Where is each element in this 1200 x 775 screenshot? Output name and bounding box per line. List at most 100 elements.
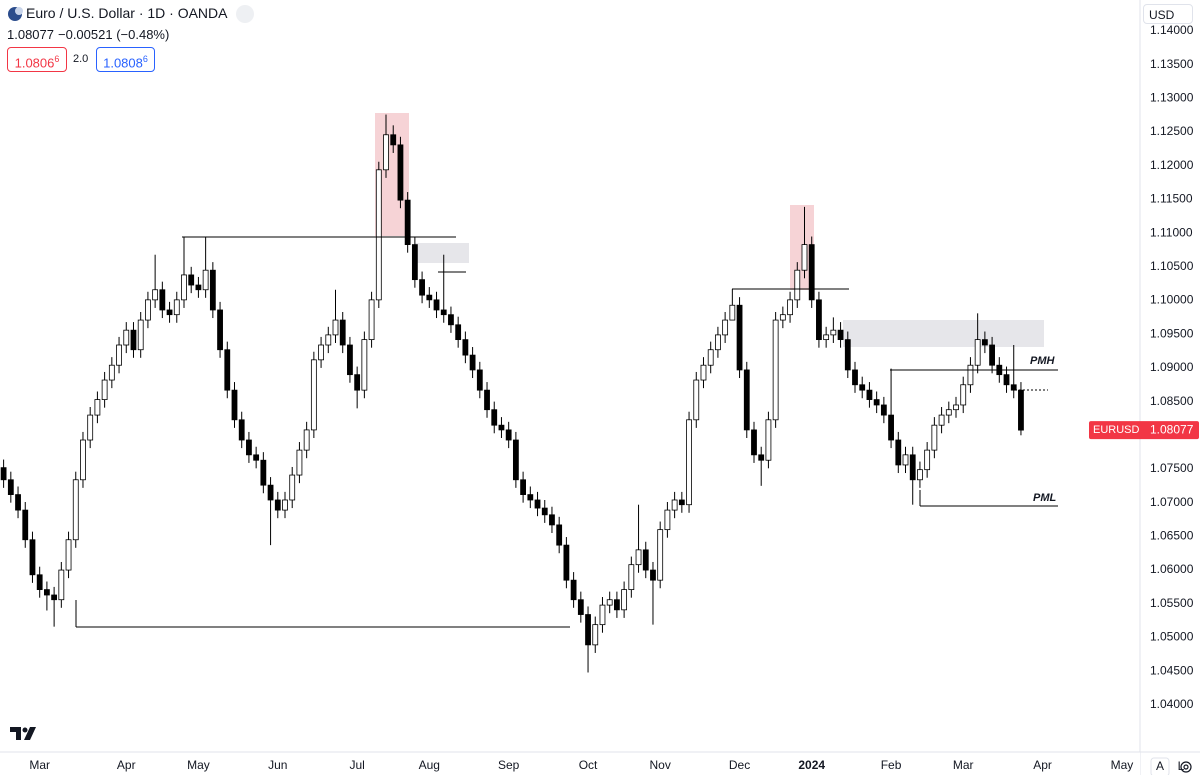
candle-body	[246, 439, 252, 456]
candle-body	[484, 389, 490, 411]
candle-body	[527, 494, 534, 501]
candle-body	[491, 409, 498, 426]
candle-body	[29, 539, 36, 576]
candle-body	[765, 419, 772, 461]
candle-body	[303, 429, 310, 451]
candle-body	[375, 169, 382, 301]
candle-body	[65, 539, 72, 571]
y-tick-label: 1.10500	[1150, 259, 1194, 273]
candle-body	[173, 299, 180, 316]
candle-body	[606, 599, 613, 606]
candle-body	[462, 339, 469, 356]
y-tick-label: 1.06000	[1150, 562, 1194, 576]
scale-button[interactable]	[1150, 757, 1170, 775]
candle-body	[859, 384, 866, 391]
candle-body	[310, 359, 317, 431]
candle-body	[296, 449, 303, 476]
candle-body	[390, 134, 397, 146]
candle-body	[549, 514, 555, 526]
x-tick-label: Nov	[650, 758, 671, 772]
candle-body	[577, 599, 584, 615]
y-tick-label: 1.08500	[1150, 394, 1194, 408]
candle-body	[318, 344, 324, 361]
price-change: −0.00521 (−0.48%)	[58, 27, 170, 42]
candle-body	[888, 414, 894, 441]
candle-body	[325, 334, 332, 346]
candle-body	[72, 479, 79, 541]
x-tick-label: Jul	[349, 758, 364, 772]
candle-body	[686, 419, 692, 506]
candle-body	[469, 354, 476, 371]
candle-body	[873, 399, 880, 406]
candle-body	[145, 299, 151, 321]
candle-body	[664, 509, 671, 531]
candle-body	[541, 507, 548, 516]
candle-body	[15, 494, 21, 511]
buy-button[interactable]: 1.08086	[96, 47, 155, 72]
candle-body	[476, 369, 483, 391]
bid-pip[interactable]: 6	[54, 54, 60, 64]
ask-pip[interactable]: 6	[142, 54, 148, 64]
x-tick-label: Mar	[953, 758, 974, 772]
candle-body	[498, 424, 505, 431]
candle-body	[36, 574, 43, 591]
ticker-label: EURUSD	[1093, 424, 1140, 436]
price-axis	[1140, 0, 1200, 775]
y-tick-label: 1.09000	[1150, 360, 1194, 374]
tv-logo	[10, 727, 36, 740]
candle-body	[938, 414, 945, 426]
candle-body	[339, 319, 346, 346]
candle-body	[238, 419, 245, 441]
candle-body	[505, 429, 512, 441]
candle-body	[1010, 384, 1017, 391]
candle-body	[332, 319, 339, 336]
candle-body	[779, 314, 786, 321]
candle-body	[534, 499, 541, 509]
candle-body	[945, 409, 952, 416]
settings-button[interactable]	[1180, 761, 1192, 773]
candle-body	[585, 614, 591, 646]
last-price-label: 1.08077	[1150, 422, 1194, 436]
candle-body	[678, 499, 685, 506]
candle-body	[895, 439, 902, 466]
y-tick-label: 1.04500	[1150, 663, 1194, 677]
y-tick-label: 1.13000	[1150, 91, 1194, 105]
candle-body	[563, 544, 570, 581]
candle-body	[635, 549, 642, 566]
candle-body	[231, 389, 238, 421]
candle-body	[94, 399, 101, 416]
symbol-icon	[8, 7, 23, 21]
candle-body	[51, 594, 58, 601]
imbalance-zone	[843, 320, 1044, 347]
candle-body	[217, 309, 223, 351]
candle-body	[808, 244, 815, 301]
bid[interactable]: 1.0806	[14, 55, 55, 71]
candle-body	[512, 439, 519, 481]
candle-body	[383, 134, 389, 171]
x-tick-label: Sep	[498, 758, 520, 772]
ask[interactable]: 1.0808	[103, 55, 143, 71]
candle-body	[289, 474, 296, 501]
x-tick-label: Aug	[419, 758, 440, 772]
candle-body	[974, 339, 981, 366]
candle-body	[931, 424, 938, 451]
collapse-button[interactable]	[236, 5, 254, 23]
y-tick-label: 1.04000	[1150, 697, 1194, 711]
sell-button[interactable]: 1.08066	[7, 47, 67, 72]
currency-select[interactable]: USD	[1143, 4, 1193, 24]
x-tick-label: Feb	[881, 758, 902, 772]
candle-body	[837, 329, 844, 341]
scale-button-label[interactable]: A	[1156, 759, 1164, 773]
candle-body	[700, 364, 707, 381]
candle-body	[736, 304, 743, 371]
currency[interactable]: USD	[1149, 8, 1175, 22]
candle-body	[642, 549, 649, 571]
candle-body	[621, 589, 628, 611]
candle-body	[902, 454, 909, 466]
candle-body	[397, 144, 404, 201]
candle-body	[729, 304, 736, 321]
candle-body	[556, 524, 563, 546]
y-tick-label: 1.11000	[1150, 225, 1193, 239]
x-tick-label: May	[1111, 758, 1134, 772]
imbalance-zone	[415, 243, 469, 263]
